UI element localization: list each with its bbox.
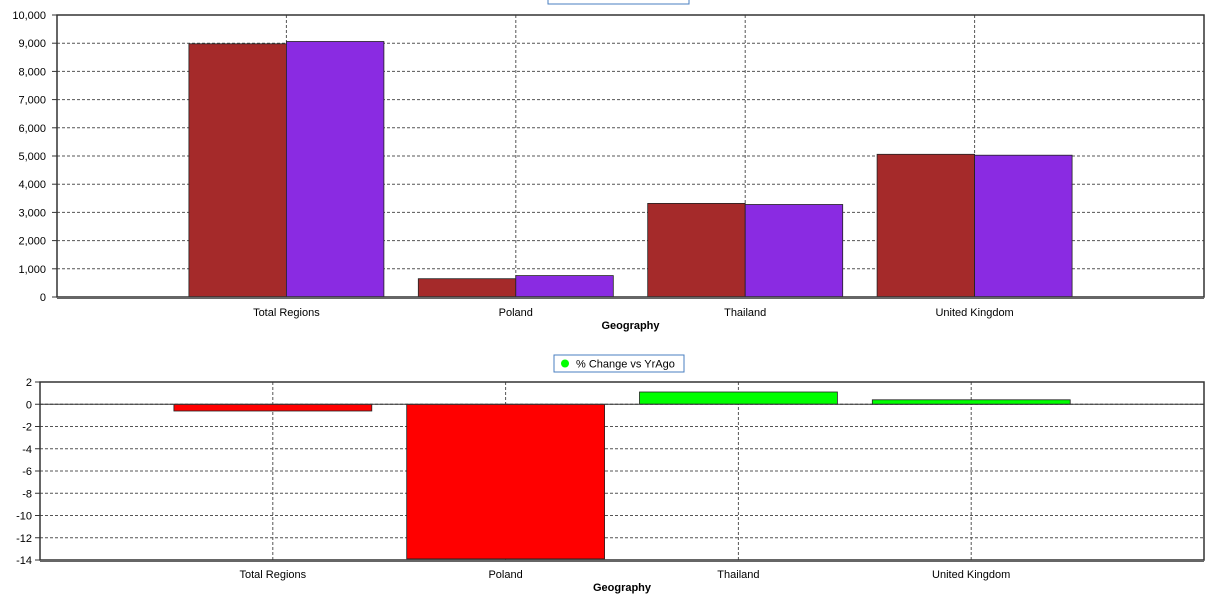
bar-total-regions	[285, 41, 385, 298]
y-tick-label: 1,000	[18, 264, 46, 276]
legend: % Change vs YrAgo	[553, 354, 685, 373]
y-tick-label: -14	[16, 555, 32, 567]
x-tick-label: United Kingdom	[935, 307, 1013, 319]
bar-total-regions	[188, 43, 287, 298]
y-tick-label: 6,000	[18, 123, 46, 135]
x-tick-label: Total Regions	[239, 569, 306, 581]
legend-swatch	[561, 359, 569, 368]
y-tick-label: -10	[16, 511, 32, 523]
y-tick-label: 2	[26, 377, 32, 389]
x-tick-label: Poland	[488, 569, 522, 581]
y-tick-label: 0	[40, 292, 46, 304]
y-tick-label: 2,000	[18, 236, 46, 248]
chart-2: -14 -12 -10 -8 -6 -4 -2 0 2 Total Regions Poland Th…	[16, 354, 1205, 594]
bar-total-regions	[173, 403, 373, 412]
y-tick-label: 0	[26, 399, 32, 411]
bar-united-kingdom	[974, 154, 1073, 298]
x-tick-label: Poland	[499, 307, 533, 319]
bar-thailand	[744, 204, 844, 298]
legend-box	[553, 354, 685, 373]
bar-united-kingdom	[871, 399, 1071, 405]
y-tick-label: -4	[22, 444, 32, 456]
y-tick-label: 7,000	[18, 95, 46, 107]
y-tick-label: -8	[22, 488, 32, 500]
bar-poland	[515, 275, 614, 298]
legend	[547, 0, 690, 5]
y-tick-label: 3,000	[18, 207, 46, 219]
legend-box	[547, 0, 690, 5]
x-axis-title: Geography	[593, 582, 652, 594]
x-tick-label: Thailand	[724, 307, 766, 319]
bar-united-kingdom	[876, 153, 975, 298]
y-tick-label: 8,000	[18, 66, 46, 78]
bar-poland	[417, 278, 517, 298]
x-tick-label: Total Regions	[253, 307, 320, 319]
legend-label: % Change vs YrAgo	[576, 359, 675, 371]
x-axis-title: Geography	[601, 320, 660, 332]
bar-poland	[406, 403, 606, 560]
y-tick-label: 5,000	[18, 151, 46, 163]
y-tick-label: 9,000	[18, 38, 46, 50]
x-tick-label: United Kingdom	[932, 569, 1010, 581]
y-tick-label: -6	[22, 466, 32, 478]
y-tick-label: -12	[16, 533, 32, 545]
x-tick-label: Thailand	[717, 569, 759, 581]
y-tick-label: -2	[22, 422, 32, 434]
bar-thailand	[647, 202, 746, 298]
y-tick-label: 10,000	[12, 10, 46, 22]
bar-thailand	[639, 391, 838, 405]
chart-1: 0 1,000 2,000 3,000 4,000 5,000 6,000 7,000 8,00…	[12, 0, 1205, 332]
y-tick-label: 4,000	[18, 179, 46, 191]
